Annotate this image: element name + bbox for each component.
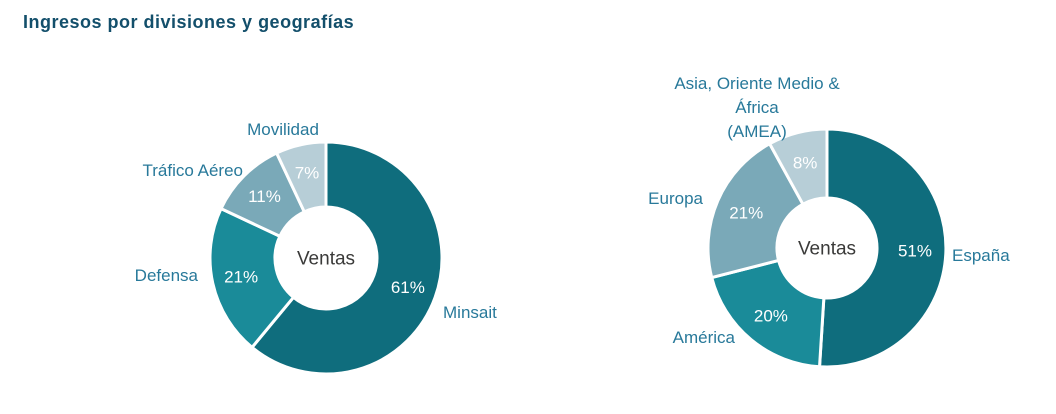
slice-geografias-1 <box>710 258 826 369</box>
slice-geografias-3 <box>768 127 829 206</box>
slice-label-geografias-2: Europa <box>648 189 703 208</box>
slice-geografias-2 <box>706 142 805 280</box>
slice-value-divisiones-1: 21% <box>224 267 258 286</box>
slice-label-divisiones-2: Tráfico Aéreo <box>142 161 243 180</box>
slice-value-divisiones-0: 61% <box>391 278 425 297</box>
slice-label-geografias-3: Asia, Oriente Medio & África (AMEA) <box>674 74 840 141</box>
slice-label-geografias-1: América <box>672 328 735 347</box>
slice-value-geografias-1: 20% <box>754 306 788 325</box>
slice-label-divisiones-1: Defensa <box>134 266 198 285</box>
slice-value-divisiones-2: 11% <box>248 187 281 206</box>
slice-geografias-0 <box>818 127 948 369</box>
slice-divisiones-1 <box>208 207 295 349</box>
slice-divisiones-0 <box>250 140 444 376</box>
slice-value-divisiones-3: 7% <box>295 164 320 183</box>
figure-title: Ingresos por divisiones y geografías <box>23 12 355 32</box>
slice-divisiones-3 <box>275 140 328 214</box>
slice-label-geografias-0: España <box>952 246 1010 265</box>
slice-label-divisiones-0: Minsait <box>443 303 497 322</box>
center-label-divisiones: Ventas <box>297 249 355 270</box>
center-label-geografias: Ventas <box>798 239 856 260</box>
slice-value-geografias-3: 8% <box>793 153 818 172</box>
slice-value-geografias-2: 21% <box>729 204 763 223</box>
slice-label-divisiones-3: Movilidad <box>247 120 319 139</box>
slice-value-geografias-0: 51% <box>898 241 932 260</box>
